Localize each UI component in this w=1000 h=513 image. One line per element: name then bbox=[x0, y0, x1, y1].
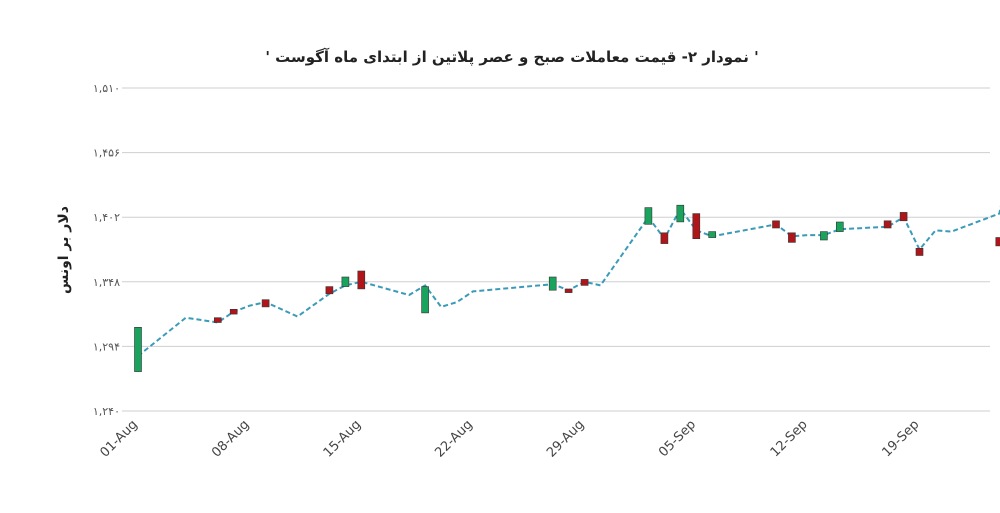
candle-down bbox=[261, 299, 270, 308]
candle-down bbox=[564, 288, 573, 293]
candle-up bbox=[548, 276, 557, 291]
y-tick-label: ۱,۳۴۸ bbox=[93, 276, 120, 289]
candle-down bbox=[325, 286, 334, 295]
x-tick-label: 15-Aug bbox=[321, 417, 364, 460]
series-line bbox=[137, 205, 1000, 357]
candle-up bbox=[421, 286, 429, 314]
candle-down bbox=[357, 270, 366, 290]
candle-down bbox=[883, 220, 892, 229]
candles-layer bbox=[134, 204, 1000, 372]
y-axis-ticks: ۱,۲۴۰ ۱,۲۹۴ ۱,۳۴۸ ۱,۴۰۲ ۱,۴۵۶ ۱,۵۱۰ bbox=[93, 82, 120, 418]
y-tick-label: ۱,۴۰۲ bbox=[93, 211, 120, 224]
candle-down bbox=[580, 279, 589, 286]
y-tick-label: ۱,۲۹۴ bbox=[93, 340, 120, 353]
candle-down bbox=[229, 308, 238, 315]
candle-down bbox=[995, 237, 1000, 247]
y-tick-label: ۱,۲۴۰ bbox=[93, 405, 120, 418]
x-tick-label: 05-Sep bbox=[656, 417, 699, 460]
trend-line-layer bbox=[137, 205, 1000, 357]
x-tick-label: 12-Sep bbox=[768, 417, 811, 460]
candle-down bbox=[772, 220, 780, 229]
candle-up bbox=[676, 204, 685, 223]
x-axis-ticks: 01-Aug 08-Aug 15-Aug 22-Aug 29-Aug 05-Sep 12-S… bbox=[97, 417, 922, 460]
x-tick-label: 29-Aug bbox=[544, 417, 587, 460]
candle-down bbox=[788, 232, 796, 243]
candle-up bbox=[341, 276, 350, 287]
x-tick-label: 08-Aug bbox=[209, 417, 252, 460]
candle-down bbox=[915, 248, 924, 256]
x-tick-label: 19-Sep bbox=[879, 417, 922, 460]
y-tick-label: ۱,۵۱۰ bbox=[93, 82, 120, 95]
candle-up bbox=[134, 326, 142, 372]
chart-title: ' نمودار ۲- قیمت معاملات صبح و عصر پلاتی… bbox=[265, 48, 758, 67]
candle-up bbox=[708, 231, 717, 238]
candle-up bbox=[820, 231, 828, 241]
candle-up bbox=[644, 207, 653, 225]
y-axis-label: دلار بر اونس bbox=[56, 206, 72, 294]
candle-up bbox=[835, 221, 844, 232]
candle-down bbox=[660, 232, 669, 244]
candle-down bbox=[692, 213, 701, 240]
y-tick-label: ۱,۴۵۶ bbox=[93, 147, 120, 160]
x-tick-label: 22-Aug bbox=[432, 417, 475, 460]
candle-down bbox=[214, 317, 222, 323]
candle-down bbox=[899, 212, 908, 222]
gridlines bbox=[122, 87, 990, 412]
x-tick-label: 01-Aug bbox=[97, 417, 140, 460]
